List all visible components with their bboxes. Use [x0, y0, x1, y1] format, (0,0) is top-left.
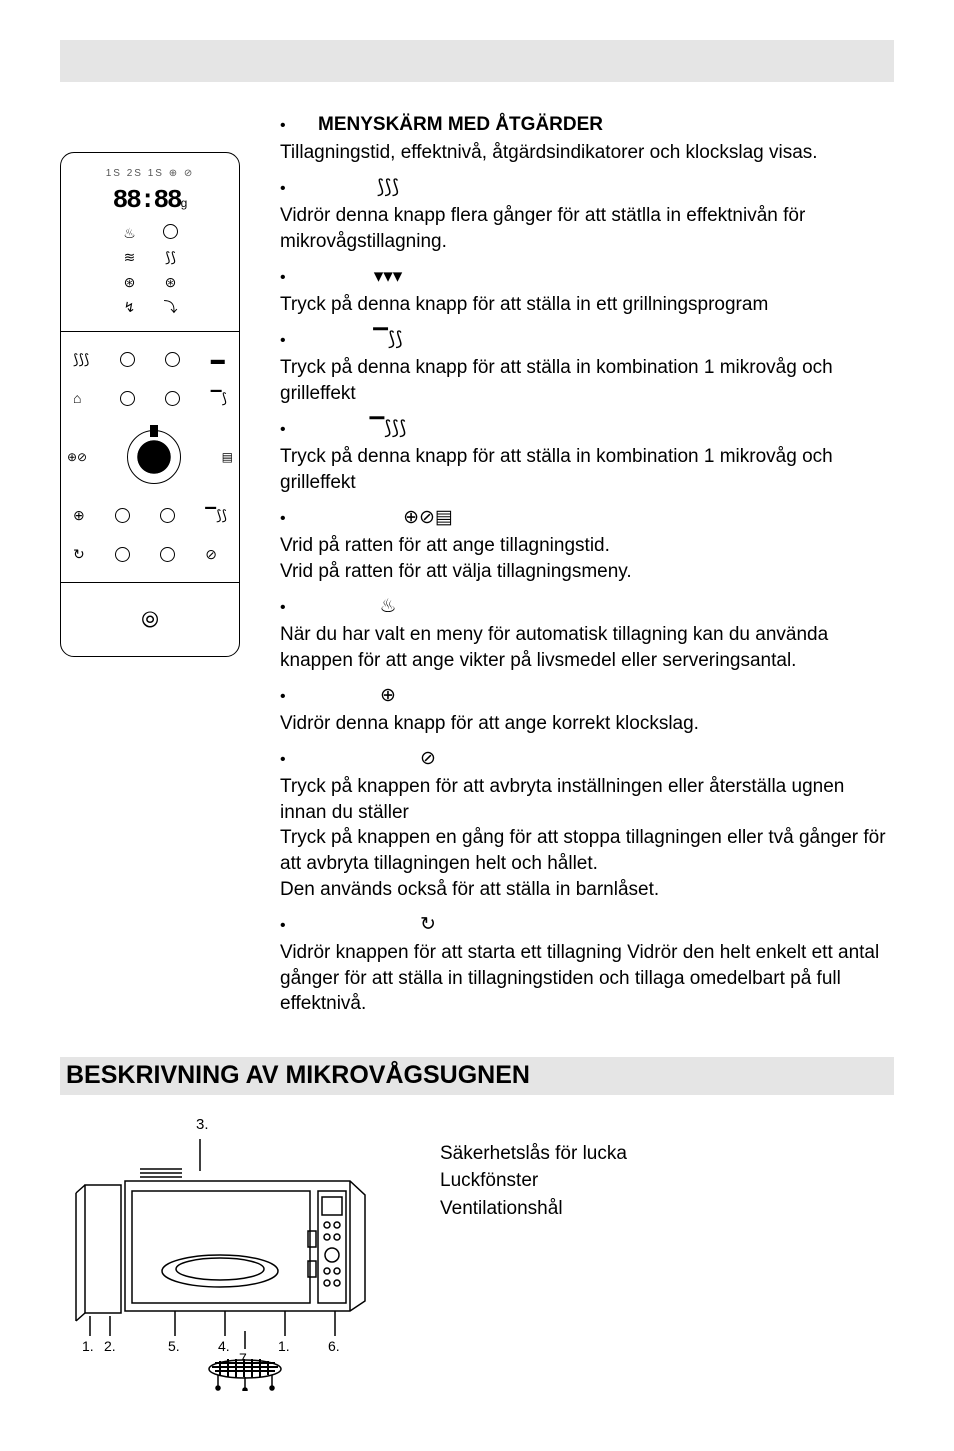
panel-button [115, 508, 130, 523]
door-release-icon: ⦾ [141, 605, 159, 635]
instructions-column: • MENYSKÄRM MED ÅTGÄRDER Tillagningstid,… [280, 112, 894, 1027]
menu-heading: MENYSKÄRM MED ÅTGÄRDER [318, 112, 603, 138]
bullet: • [280, 267, 318, 289]
instruction-item: •⊘Tryck på knappen för att avbryta instä… [280, 746, 894, 902]
combi2-icon: ▔⟆⟆ [205, 506, 227, 525]
control-panel-illustration: 1S 2S 1S ⊕ ⊘ 88:88g ♨ ≋ ⟆⟆ ⊛ ⊛ ↯ ⤵ [60, 112, 250, 1027]
start-icon: ↻ [73, 545, 85, 564]
instruction-text: När du har valt en meny för automatisk t… [280, 622, 894, 673]
instruction-text: Vidrör denna knapp flera gånger för att … [280, 203, 894, 254]
panel-button [160, 508, 175, 523]
instruction-text: Vrid på ratten för att ange tillagningst… [280, 533, 894, 584]
function-icon: ⟆⟆⟆ [318, 175, 458, 201]
bullet: • [280, 178, 318, 200]
function-icon: ↻ [318, 912, 538, 938]
diagram-label-5: 5. [168, 1338, 180, 1354]
panel-icon: ⊛ [124, 273, 136, 292]
diagram-legend: Säkerhetslås för lucka Luckfönster Venti… [440, 1111, 894, 1391]
panel-icon: ≋ [124, 248, 136, 267]
panel-button [165, 391, 180, 406]
bullet: • [280, 419, 318, 441]
instruction-text: Tryck på denna knapp för att ställa in k… [280, 355, 894, 406]
bullet: • [280, 330, 318, 352]
function-icon: ⊕⊘▤ [318, 505, 538, 531]
instruction-text: Tryck på denna knapp för att ställa in k… [280, 444, 894, 495]
menu-heading-desc: Tillagningstid, effektnivå, åtgärdsindik… [280, 140, 894, 166]
function-icon: ⊕ [318, 683, 458, 709]
microwave-diagram: 3. [60, 1111, 380, 1391]
diagram-label-6: 6. [328, 1338, 340, 1354]
bullet: • [280, 508, 318, 530]
display-suffix: g [181, 196, 188, 210]
instruction-text: Tryck på knappen för att avbryta inställ… [280, 774, 894, 902]
dial-right-icon: ▤ [222, 449, 233, 465]
instruction-item: •⟆⟆⟆Vidrör denna knapp flera gånger för … [280, 175, 894, 254]
panel-buttons: ⟆⟆⟆ ▬ ⌂ ▔⟆ ⊕⊘ ▤ ⊕ [61, 332, 239, 583]
instruction-item: •⊕⊘▤Vrid på ratten för att ange tillagni… [280, 505, 894, 584]
panel-button [165, 352, 180, 367]
instruction-item: •↻Vidrör knappen för att starta ett till… [280, 912, 894, 1017]
legend-item: Ventilationshål [440, 1196, 894, 1222]
instruction-text: Tryck på denna knapp för att ställa in e… [280, 292, 894, 318]
instruction-item: •♨När du har valt en meny för automatisk… [280, 594, 894, 673]
display-digits: 88:88 [113, 185, 181, 215]
bullet: • [280, 686, 318, 708]
grill-icon: ▬ [211, 350, 227, 369]
microwave-icon: ⟆⟆⟆ [73, 350, 89, 369]
bullet: • [280, 597, 318, 619]
stop-icon: ⊘ [205, 545, 227, 564]
panel-display: 1S 2S 1S ⊕ ⊘ 88:88g ♨ ≋ ⟆⟆ ⊛ ⊛ ↯ ⤵ [61, 153, 239, 332]
header-band [60, 40, 894, 82]
panel-icon: ⟆⟆ [165, 248, 176, 267]
legend-item: Luckfönster [440, 1168, 894, 1194]
panel-icon: ♨ [123, 224, 136, 243]
instruction-text: Vidrör denna knapp för att ange korrekt … [280, 711, 894, 737]
function-icon: ▾▾▾ [318, 264, 458, 290]
diagram-label-2: 2. [104, 1338, 116, 1354]
bullet: • [280, 749, 318, 771]
instruction-text: Vidrör knappen för att starta ett tillag… [280, 940, 894, 1017]
bullet: • [280, 915, 318, 937]
diagram-label-1b: 1. [278, 1338, 290, 1354]
weight-icon: ⌂ [73, 389, 89, 408]
function-icon: ⊘ [318, 746, 538, 772]
function-icon: ▔⟆⟆⟆ [318, 416, 458, 442]
menu-heading-item: • MENYSKÄRM MED ÅTGÄRDER Tillagningstid,… [280, 112, 894, 165]
function-icon: ♨ [318, 594, 458, 620]
rotary-dial-icon [127, 430, 181, 484]
panel-icon: ⤵ [164, 298, 178, 317]
diagram-label-1: 1. [82, 1338, 94, 1354]
panel-button [160, 547, 175, 562]
instruction-item: •▔⟆⟆Tryck på denna knapp för att ställa … [280, 327, 894, 406]
function-icon: ▔⟆⟆ [318, 327, 458, 353]
instruction-item: •⊕Vidrör denna knapp för att ange korrek… [280, 683, 894, 736]
panel-button [120, 352, 135, 367]
diagram-label-3: 3. [196, 1116, 209, 1133]
panel-button [120, 391, 135, 406]
instruction-item: •▔⟆⟆⟆Tryck på denna knapp för att ställa… [280, 416, 894, 495]
section-title: BESKRIVNING AV MIKROVÅGSUGNEN [60, 1057, 894, 1095]
display-indicators: 1S 2S 1S ⊕ ⊘ [106, 167, 195, 181]
diagram-label-4: 4. [218, 1338, 230, 1354]
instruction-item: •▾▾▾Tryck på denna knapp för att ställa … [280, 264, 894, 317]
panel-icon: ⊛ [165, 273, 177, 292]
legend-item: Säkerhetslås för lucka [440, 1141, 894, 1167]
bullet: • [280, 115, 318, 137]
panel-icon: ↯ [124, 298, 136, 317]
clock-icon: ⊕ [73, 506, 85, 525]
panel-button-icon [163, 224, 178, 239]
dial-left-icon: ⊕⊘ [67, 449, 87, 465]
panel-door-release: ⦾ [61, 583, 239, 657]
combi-icon: ▔⟆ [211, 389, 227, 408]
panel-button [115, 547, 130, 562]
